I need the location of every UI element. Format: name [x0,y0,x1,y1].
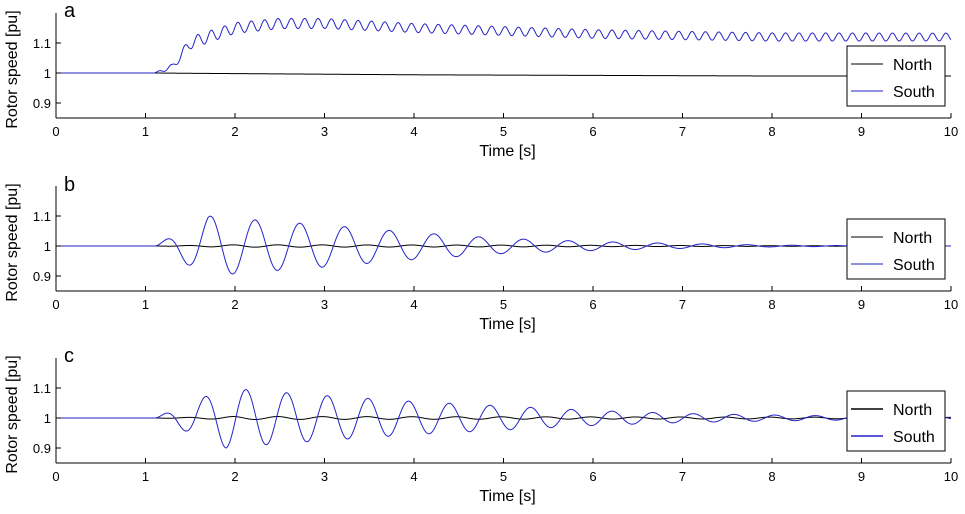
x-tick-label: 9 [858,297,865,312]
y-tick-label: 0.9 [33,441,51,456]
series-line-south-b [56,215,951,275]
legend-label-north: North [893,402,932,419]
y-axis-label: Rotor speed [pu] [4,355,21,473]
panel-b: 0 1 2 3 4 5 6 7 8 9 10 0.9 1 1.1 Time [s] Rotor speed [… [4,174,958,333]
x-tick-label: 8 [768,297,775,312]
x-tick-label: 1 [142,124,149,139]
x-tick-label: 7 [679,124,686,139]
x-tick-label: 5 [500,469,507,484]
legend-label-south: South [893,84,935,101]
x-tick-label: 10 [944,297,958,312]
x-tick-label: 2 [231,297,238,312]
x-tick-label: 6 [589,469,596,484]
legend-box [846,218,946,280]
x-axis-label: Time [s] [479,488,535,505]
legend-box [846,45,946,107]
x-tick-label: 3 [321,124,328,139]
y-tick-label: 0.9 [33,269,51,284]
panel-letter: a [64,0,76,22]
y-axis-label: Rotor speed [pu] [4,10,21,128]
y-tick-label: 1 [44,66,51,81]
legend: North South [846,218,946,280]
x-tick-label: 6 [589,297,596,312]
legend: North South [846,45,946,107]
x-tick-label: 10 [944,124,958,139]
x-tick-label: 1 [142,469,149,484]
legend-label-north: North [893,230,932,247]
x-tick-label: 2 [231,469,238,484]
x-tick-label: 2 [231,124,238,139]
x-tick-label: 6 [589,124,596,139]
panel-letter: b [64,174,75,196]
x-axis-label: Time [s] [479,316,535,333]
y-tick-label: 1.1 [33,36,51,51]
x-axis-label: Time [s] [479,143,535,160]
x-tick-label: 10 [944,469,958,484]
x-tick-label: 5 [500,297,507,312]
panel-c: 0 1 2 3 4 5 6 7 8 9 10 0.9 1 1.1 Time [s] Rotor speed [… [4,345,958,505]
x-tick-label: 1 [142,297,149,312]
x-tick-label: 9 [858,469,865,484]
x-tick-label: 9 [858,124,865,139]
x-tick-label: 7 [679,297,686,312]
legend: North South [846,390,946,452]
y-tick-label: 1.1 [33,209,51,224]
series-line-north-c [56,416,951,420]
x-tick-label: 7 [679,469,686,484]
x-tick-label: 8 [768,469,775,484]
x-tick-label: 4 [410,469,417,484]
x-tick-label: 3 [321,469,328,484]
x-tick-label: 5 [500,124,507,139]
legend-label-north: North [893,57,932,74]
x-tick-label: 3 [321,297,328,312]
y-tick-label: 1 [44,239,51,254]
x-tick-label: 8 [768,124,775,139]
legend-label-south: South [893,257,935,274]
legend-label-south: South [893,429,935,446]
y-axis-label: Rotor speed [pu] [4,183,21,301]
y-tick-label: 1 [44,411,51,426]
x-tick-label: 4 [410,297,417,312]
x-tick-label: 0 [52,469,59,484]
y-tick-label: 0.9 [33,96,51,111]
series-line-north-a [56,72,951,77]
legend-box [846,390,946,452]
panel-letter: c [64,345,74,367]
panel-a: 0 1 2 3 4 5 6 7 8 9 10 0.9 1 1.1 Time [s] Rotor speed [… [4,0,958,160]
series-line-south-c [56,389,951,449]
series-line-south-a [56,17,951,74]
x-tick-label: 4 [410,124,417,139]
x-tick-label: 0 [52,297,59,312]
x-tick-label: 0 [52,124,59,139]
y-tick-label: 1.1 [33,381,51,396]
